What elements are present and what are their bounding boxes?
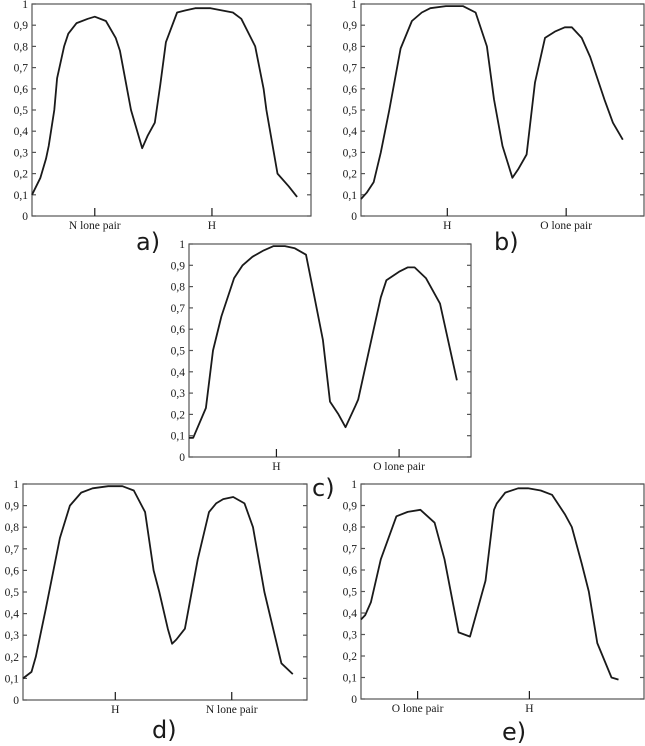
data-line: [360, 487, 619, 681]
y-tick-label: 0,4: [171, 367, 186, 379]
y-tick-label: 0,5: [14, 105, 29, 117]
y-tick-label: 0,4: [343, 126, 358, 138]
x-tick-label: H: [443, 220, 451, 232]
y-tick-label: 0: [351, 211, 357, 223]
panel-label-a: a): [136, 228, 161, 256]
y-tick-label: 0,1: [14, 190, 29, 202]
y-tick-label: 0,6: [171, 324, 186, 336]
y-tick-label: 0: [22, 211, 28, 223]
y-tick-label: 0,7: [171, 303, 186, 315]
plot-frame: [31, 3, 312, 217]
x-tick-label: O lone pair: [392, 703, 444, 715]
x-tick-label: H: [111, 704, 119, 716]
y-tick-label: 0,3: [5, 630, 20, 642]
y-tick-label: 0,8: [5, 522, 20, 534]
plot-frame: [188, 243, 472, 458]
x-tick-label: N lone pair: [69, 220, 121, 232]
chart-panel-a: 0 0,1 0,2 0,3 0,4 0,5 0,6 0,7 0,8 0,9 1 N lone pair…: [14, 0, 312, 232]
y-tick-label: 0,2: [5, 652, 20, 664]
y-tick-label: 0,1: [343, 190, 358, 202]
data-line: [31, 7, 298, 198]
y-tick-label: 0,3: [343, 630, 358, 642]
y-tick-label: 0,8: [343, 522, 358, 534]
y-tick-label: 1: [351, 479, 357, 491]
data-line: [360, 5, 624, 200]
y-tick-label: 0,7: [5, 544, 20, 556]
y-tick-label: 0,6: [14, 84, 29, 96]
chart-panel-e: 0 0,1 0,2 0,3 0,4 0,5 0,6 0,7 0,8 0,9 1 O lone pair…: [343, 479, 645, 715]
y-tick-label: 0,7: [343, 63, 358, 75]
y-tick-label: 0: [179, 452, 185, 464]
y-tick-label: 0,8: [343, 41, 358, 53]
y-tick-label: 0,4: [14, 126, 29, 138]
y-tick-label: 0,4: [343, 608, 358, 620]
y-tick-label: 0,4: [5, 609, 20, 621]
panel-label-c: c): [312, 474, 335, 502]
x-tick-label: H: [272, 461, 280, 473]
y-tick-label: 0,9: [14, 20, 29, 32]
panel-label-e: e): [502, 718, 527, 746]
x-tick-label: H: [208, 220, 216, 232]
y-tick-label: 0,2: [171, 409, 186, 421]
y-tick-label: 0,2: [343, 651, 358, 663]
y-tick-label: 0: [351, 694, 357, 706]
y-tick-label: 0,9: [171, 260, 186, 272]
x-tick-label: O lone pair: [540, 220, 592, 232]
y-tick-label: 0,1: [171, 431, 186, 443]
x-tick-label: H: [525, 703, 533, 715]
y-tick-label: 0,5: [343, 587, 358, 599]
y-tick-label: 0,7: [343, 544, 358, 556]
y-tick-label: 0,7: [14, 63, 29, 75]
y-tick-label: 0,5: [343, 105, 358, 117]
plot-frame: [360, 483, 645, 700]
data-line: [22, 485, 294, 680]
chart-panel-c: 0 0,1 0,2 0,3 0,4 0,5 0,6 0,7 0,8 0,9 1 H O lone pai…: [171, 239, 472, 473]
y-tick-label: 0,1: [343, 673, 358, 685]
y-tick-label: 0: [13, 695, 19, 707]
y-tick-label: 0,9: [343, 20, 358, 32]
y-tick-label: 0,6: [343, 565, 358, 577]
chart-panel-d: 0 0,1 0,2 0,3 0,4 0,5 0,6 0,7 0,8 0,9 1 H N lone pai…: [5, 479, 308, 716]
y-tick-label: 0,2: [343, 169, 358, 181]
y-tick-label: 1: [179, 239, 185, 251]
plot-frame: [360, 3, 645, 217]
y-tick-label: 0,8: [14, 41, 29, 53]
y-tick-label: 1: [351, 0, 357, 11]
x-tick-label: N lone pair: [206, 704, 258, 716]
y-tick-label: 0,3: [343, 147, 358, 159]
y-tick-label: 0,3: [171, 388, 186, 400]
y-tick-label: 0,1: [5, 673, 20, 685]
y-tick-label: 0,9: [5, 501, 20, 513]
y-tick-label: 0,6: [5, 565, 20, 577]
x-tick-label: O lone pair: [373, 461, 425, 473]
panel-label-b: b): [494, 228, 519, 256]
y-tick-label: 0,9: [343, 501, 358, 513]
y-tick-label: 0,3: [14, 147, 29, 159]
y-tick-label: 1: [13, 479, 19, 491]
y-tick-label: 0,6: [343, 84, 358, 96]
y-tick-label: 0,2: [14, 169, 29, 181]
data-line: [189, 245, 458, 439]
y-tick-label: 0,5: [171, 346, 186, 358]
y-tick-label: 1: [22, 0, 28, 11]
chart-panel-b: 0 0,1 0,2 0,3 0,4 0,5 0,6 0,7 0,8 0,9 1 H O lone pai…: [343, 0, 645, 232]
y-tick-label: 0,5: [5, 587, 20, 599]
y-tick-label: 0,8: [171, 282, 186, 294]
panel-label-d: d): [152, 716, 177, 744]
